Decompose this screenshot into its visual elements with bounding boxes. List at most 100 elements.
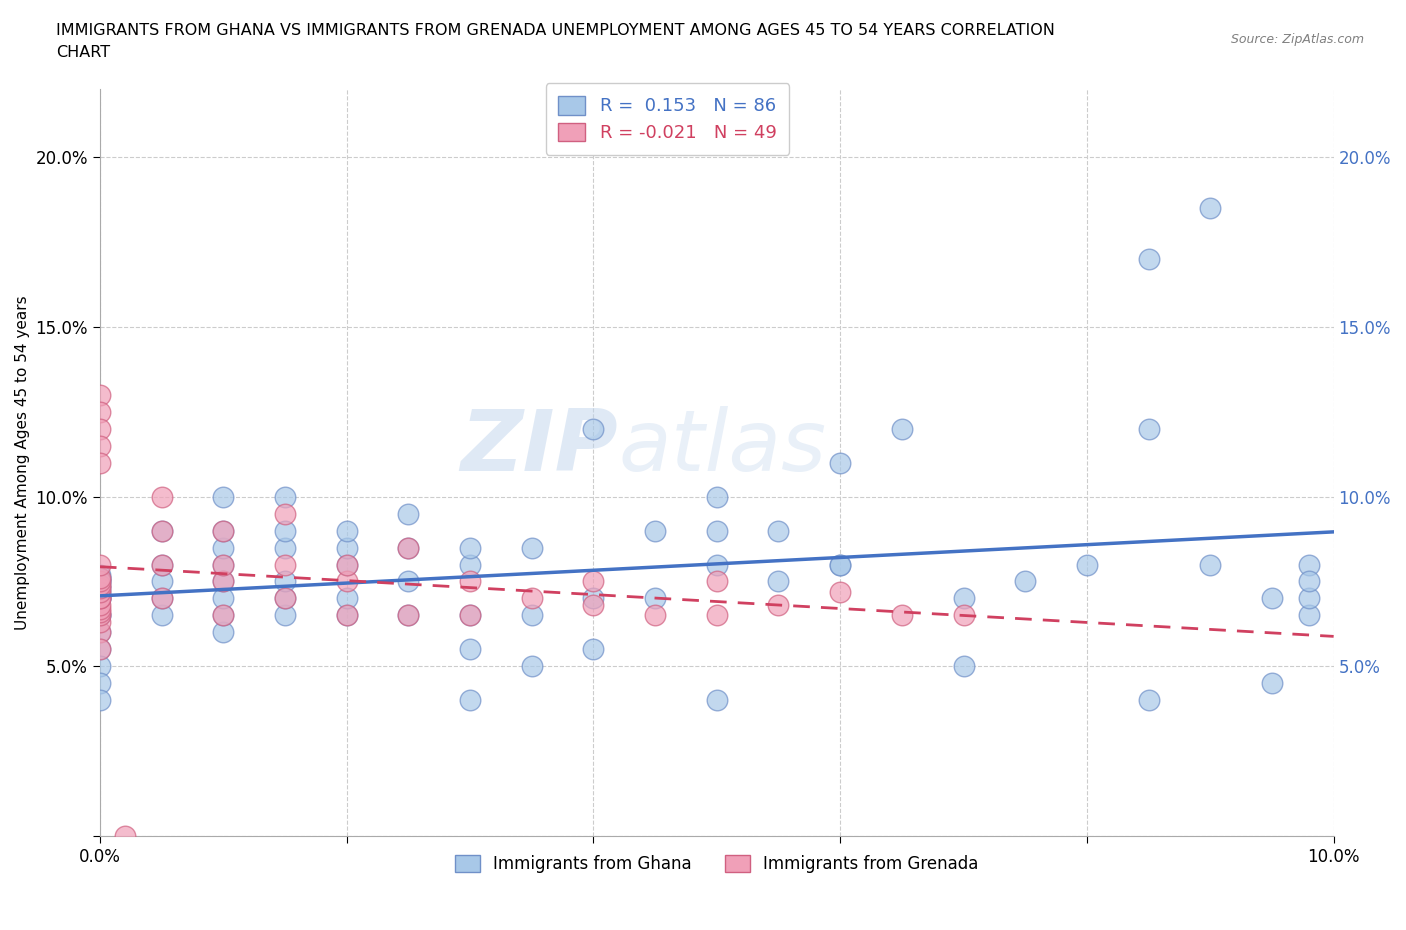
Point bbox=[89, 591, 111, 605]
Point bbox=[89, 591, 111, 605]
Point bbox=[1298, 608, 1320, 623]
Point bbox=[89, 571, 111, 586]
Point bbox=[89, 693, 111, 708]
Point bbox=[582, 598, 605, 613]
Legend: Immigrants from Ghana, Immigrants from Grenada: Immigrants from Ghana, Immigrants from G… bbox=[449, 848, 986, 880]
Point bbox=[89, 625, 111, 640]
Point bbox=[396, 574, 419, 589]
Y-axis label: Unemployment Among Ages 45 to 54 years: Unemployment Among Ages 45 to 54 years bbox=[15, 296, 30, 630]
Point bbox=[1199, 557, 1222, 572]
Point bbox=[89, 604, 111, 619]
Text: atlas: atlas bbox=[619, 406, 827, 489]
Point bbox=[212, 540, 235, 555]
Point bbox=[89, 676, 111, 691]
Point bbox=[89, 625, 111, 640]
Point bbox=[1298, 591, 1320, 605]
Point bbox=[89, 591, 111, 605]
Point bbox=[396, 608, 419, 623]
Point bbox=[1298, 574, 1320, 589]
Point bbox=[212, 608, 235, 623]
Point bbox=[768, 574, 790, 589]
Point bbox=[644, 591, 666, 605]
Point bbox=[1261, 591, 1284, 605]
Point bbox=[150, 591, 173, 605]
Point bbox=[89, 567, 111, 582]
Point bbox=[706, 574, 728, 589]
Point bbox=[274, 591, 297, 605]
Point bbox=[150, 608, 173, 623]
Point bbox=[212, 625, 235, 640]
Point bbox=[890, 421, 912, 436]
Point bbox=[706, 489, 728, 504]
Point bbox=[89, 608, 111, 623]
Point bbox=[89, 642, 111, 657]
Point bbox=[890, 608, 912, 623]
Point bbox=[336, 608, 359, 623]
Point bbox=[336, 574, 359, 589]
Point bbox=[89, 578, 111, 592]
Point bbox=[396, 608, 419, 623]
Point bbox=[458, 540, 481, 555]
Point bbox=[520, 540, 543, 555]
Point bbox=[89, 584, 111, 599]
Point bbox=[89, 591, 111, 605]
Point bbox=[830, 557, 852, 572]
Point bbox=[212, 557, 235, 572]
Point bbox=[89, 608, 111, 623]
Point bbox=[458, 574, 481, 589]
Point bbox=[336, 540, 359, 555]
Point bbox=[89, 574, 111, 589]
Point bbox=[274, 489, 297, 504]
Point bbox=[89, 405, 111, 419]
Point bbox=[150, 557, 173, 572]
Point bbox=[336, 524, 359, 538]
Point bbox=[89, 598, 111, 613]
Point bbox=[89, 642, 111, 657]
Point bbox=[150, 574, 173, 589]
Point bbox=[830, 456, 852, 471]
Point bbox=[274, 591, 297, 605]
Point bbox=[212, 557, 235, 572]
Point bbox=[520, 608, 543, 623]
Point bbox=[396, 506, 419, 521]
Point bbox=[520, 591, 543, 605]
Point bbox=[644, 524, 666, 538]
Point bbox=[706, 557, 728, 572]
Point bbox=[1014, 574, 1036, 589]
Point bbox=[582, 591, 605, 605]
Point bbox=[89, 571, 111, 586]
Point bbox=[89, 574, 111, 589]
Point bbox=[1137, 693, 1160, 708]
Point bbox=[150, 489, 173, 504]
Point bbox=[1076, 557, 1098, 572]
Point bbox=[582, 421, 605, 436]
Point bbox=[150, 591, 173, 605]
Point bbox=[274, 557, 297, 572]
Point bbox=[336, 557, 359, 572]
Point bbox=[89, 578, 111, 592]
Point bbox=[396, 540, 419, 555]
Point bbox=[274, 524, 297, 538]
Point bbox=[952, 658, 974, 673]
Point bbox=[706, 693, 728, 708]
Point bbox=[582, 642, 605, 657]
Point bbox=[830, 557, 852, 572]
Point bbox=[89, 658, 111, 673]
Point bbox=[89, 456, 111, 471]
Point bbox=[89, 388, 111, 403]
Point bbox=[89, 574, 111, 589]
Point bbox=[212, 591, 235, 605]
Point bbox=[114, 829, 136, 844]
Text: Source: ZipAtlas.com: Source: ZipAtlas.com bbox=[1230, 33, 1364, 46]
Point bbox=[336, 591, 359, 605]
Point bbox=[706, 608, 728, 623]
Point bbox=[89, 608, 111, 623]
Point bbox=[89, 584, 111, 599]
Point bbox=[1298, 557, 1320, 572]
Point bbox=[830, 584, 852, 599]
Point bbox=[274, 540, 297, 555]
Point bbox=[458, 557, 481, 572]
Point bbox=[89, 581, 111, 596]
Point bbox=[336, 557, 359, 572]
Point bbox=[582, 574, 605, 589]
